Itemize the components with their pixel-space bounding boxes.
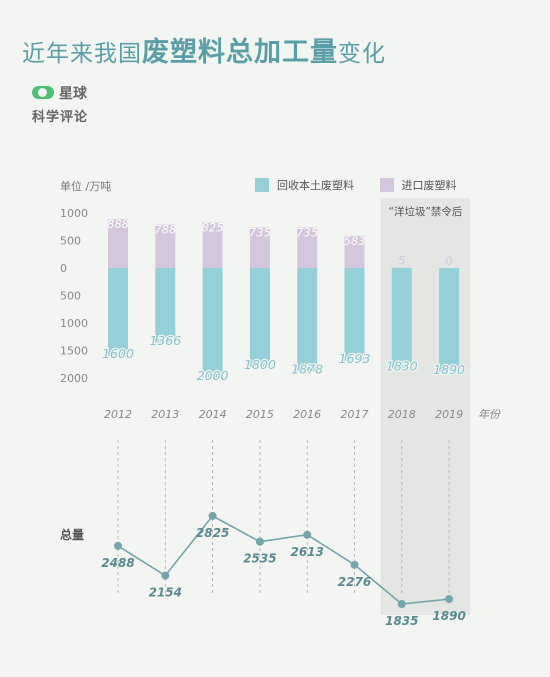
legend-item-imported: 进口废塑料 bbox=[379, 177, 457, 193]
x-tick-label: 2012 bbox=[104, 408, 132, 421]
bar-domestic bbox=[155, 268, 176, 344]
y-tick-label-lower: 2000 bbox=[60, 372, 88, 385]
total-point bbox=[161, 571, 170, 580]
bar-imported bbox=[155, 224, 176, 268]
y-tick-label-lower: 1500 bbox=[60, 345, 88, 358]
publisher-logo: 星球 科学评论 bbox=[32, 82, 88, 125]
total-point bbox=[255, 537, 264, 546]
data-label-imported: 583 bbox=[344, 234, 366, 248]
x-axis-suffix: 年份 bbox=[478, 408, 501, 421]
y-tick-label-upper: 1000 bbox=[60, 207, 88, 220]
total-value-label: 2276 bbox=[338, 575, 371, 589]
bar-imported bbox=[202, 222, 223, 268]
total-point bbox=[208, 511, 217, 520]
data-label-imported: 735 bbox=[249, 226, 271, 240]
bar-domestic bbox=[202, 268, 223, 378]
data-label-domestic: 1693 bbox=[339, 351, 371, 366]
data-label-domestic: 1366 bbox=[149, 333, 181, 348]
data-label-domestic: 1800 bbox=[244, 357, 276, 372]
x-tick-label: 2017 bbox=[341, 408, 369, 421]
bar-imported bbox=[344, 235, 365, 268]
total-line bbox=[117, 514, 450, 605]
total-point bbox=[350, 560, 359, 569]
data-label-domestic: 1830 bbox=[386, 359, 418, 374]
x-tick-label: 2014 bbox=[199, 408, 227, 421]
data-label-domestic: 1600 bbox=[102, 346, 134, 361]
total-value-label: 1890 bbox=[432, 609, 465, 623]
total-point bbox=[114, 541, 122, 550]
x-tick-label: 2015 bbox=[246, 408, 274, 421]
legend-label-domestic: 回收本土废塑料 bbox=[277, 179, 354, 192]
data-label-domestic: 2000 bbox=[197, 368, 229, 383]
highlight-band bbox=[380, 198, 471, 615]
legend-item-domestic: 回收本土废塑料 bbox=[255, 177, 354, 193]
total-value-label: 2488 bbox=[101, 556, 134, 570]
highlight-label: “洋垃圾”禁令后 bbox=[389, 205, 463, 218]
title-part-3: 变化 bbox=[338, 41, 386, 67]
total-value-label: 2613 bbox=[290, 545, 323, 559]
legend-label-imported: 进口废塑料 bbox=[401, 179, 457, 192]
legend: 回收本土废塑料 进口废塑料 bbox=[255, 177, 479, 193]
chart-title: 近年来我国废塑料总加工量变化 bbox=[22, 30, 386, 69]
y-tick-label-lower: 1000 bbox=[60, 317, 88, 330]
total-value-label: 2154 bbox=[149, 586, 182, 600]
total-point bbox=[397, 600, 406, 608]
bar-imported bbox=[249, 227, 270, 268]
x-tick-label: 2016 bbox=[293, 408, 321, 421]
data-label-imported: 5 bbox=[398, 254, 405, 268]
planet-logo-icon bbox=[32, 86, 54, 99]
bar-domestic bbox=[391, 268, 412, 369]
x-tick-label: 2018 bbox=[388, 408, 416, 421]
data-label-imported: 735 bbox=[296, 226, 318, 240]
y-tick-label-lower: 500 bbox=[60, 290, 81, 303]
title-part-2: 废塑料总加工量 bbox=[142, 37, 338, 68]
total-value-label: 2535 bbox=[243, 552, 276, 566]
data-label-domestic: 1890 bbox=[433, 362, 465, 377]
logo-text-line1: 星球 bbox=[59, 85, 87, 102]
data-label-imported: 825 bbox=[202, 221, 224, 235]
total-value-label: 2825 bbox=[196, 526, 229, 540]
y-tick-label-upper: 500 bbox=[60, 235, 81, 248]
y-tick-label-upper: 0 bbox=[60, 262, 67, 275]
total-point bbox=[303, 530, 312, 539]
data-label-imported: 0 bbox=[445, 254, 452, 268]
unit-label: 单位 /万吨 bbox=[60, 180, 112, 193]
bar-domestic bbox=[108, 268, 128, 356]
x-tick-label: 2019 bbox=[435, 408, 463, 421]
data-label-domestic: 1878 bbox=[291, 361, 323, 376]
total-label: 总量 bbox=[60, 527, 84, 542]
total-value-label: 1835 bbox=[385, 614, 418, 628]
legend-swatch-domestic bbox=[255, 178, 269, 192]
logo-text-line2: 科学评论 bbox=[32, 109, 89, 125]
bar-imported bbox=[108, 219, 128, 268]
data-label-imported: 888 bbox=[107, 217, 129, 231]
bar-domestic bbox=[439, 268, 460, 372]
bar-domestic bbox=[249, 268, 270, 367]
total-point bbox=[445, 595, 454, 604]
title-part-1: 近年来我国 bbox=[22, 41, 142, 67]
legend-swatch-imported bbox=[379, 178, 394, 192]
bar-domestic bbox=[297, 268, 318, 372]
data-label-imported: 788 bbox=[154, 223, 176, 237]
bar-imported bbox=[297, 227, 318, 268]
bar-domestic bbox=[344, 268, 365, 362]
x-tick-label: 2013 bbox=[151, 408, 179, 421]
